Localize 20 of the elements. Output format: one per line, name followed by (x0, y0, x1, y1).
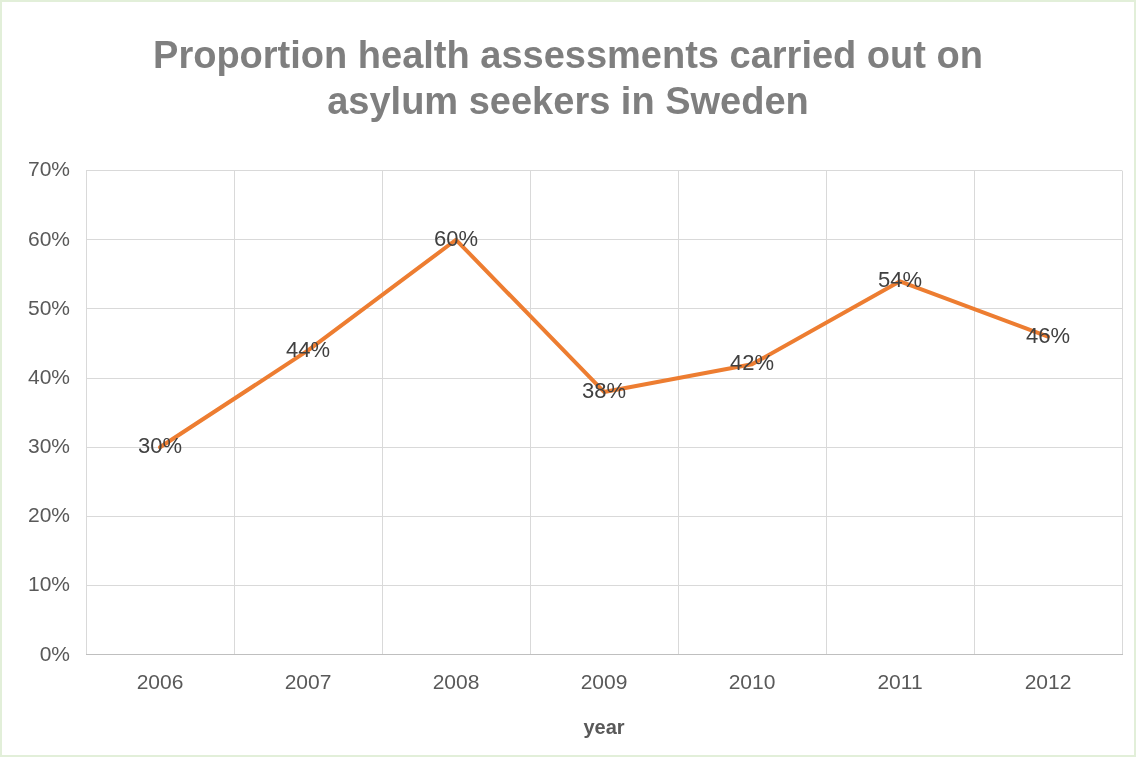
y-tick-label: 50% (28, 295, 71, 319)
x-tick-label: 2006 (136, 670, 184, 694)
text: 60% (434, 225, 479, 251)
y-tick-label: 60% (28, 226, 71, 250)
y-tick-label: 20% (28, 503, 71, 527)
chart-title: Proportion health assessments carried out on asylum seekers in Sweden (152, 33, 984, 124)
y-tick-label: 0% (39, 641, 71, 665)
y-tick-label: 40% (28, 364, 71, 388)
x-axis-title: year (583, 715, 625, 738)
x-tick-label: 2011 (877, 670, 923, 694)
text: 46% (1025, 322, 1071, 348)
x-tick-label: 2010 (728, 670, 776, 694)
text: 30% (138, 433, 183, 459)
y-tick-label: 30% (28, 434, 71, 458)
y-tick-label: 10% (28, 572, 71, 596)
x-tick-label: 2007 (284, 670, 332, 694)
x-tick-label: 2009 (580, 670, 628, 694)
y-tick-label: 70% (28, 157, 71, 181)
x-tick-label: 2008 (432, 670, 480, 694)
x-tick-label: 2012 (1024, 670, 1072, 694)
